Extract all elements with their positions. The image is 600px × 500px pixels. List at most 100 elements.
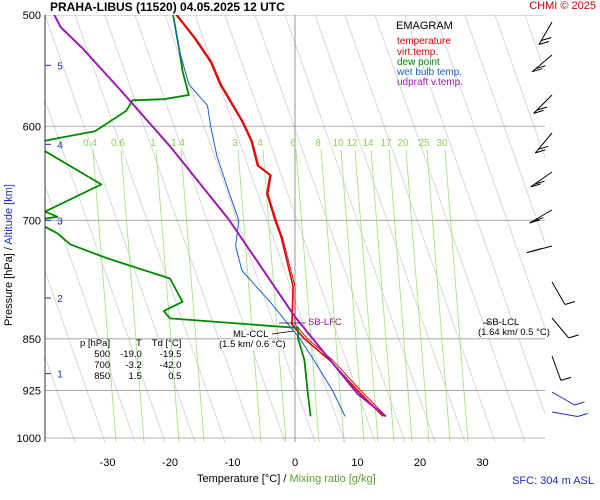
table-cell: -19.0: [120, 349, 142, 360]
tick-layer: 0.4 0.6 1 1.4 3 4 6 8 10 12 14 17 20 25 30500600700850…: [17, 10, 490, 469]
x-axis-label-separator: /: [283, 473, 287, 485]
annotation-sb-lcl-detail: (1.64 km/ 0.5 °C): [478, 327, 550, 338]
legend-updraft-vtemp: udpraft v.temp.: [397, 77, 463, 88]
temperature-tick-label: 20: [414, 457, 426, 469]
wind-barb: [534, 132, 553, 154]
table-header-cell: Td [°C]: [151, 338, 182, 349]
dry-adiabat-line: [254, 15, 406, 442]
annotation-sb-lcl: SB-LCL: [486, 317, 520, 328]
table-header-cell: T: [135, 338, 142, 349]
table-row: 500 -19.0 -19.5: [76, 349, 187, 360]
mixing-ratio-label: 14: [362, 138, 374, 149]
mixing-ratio-line: [320, 149, 345, 442]
y-axis-label-pressure: Pressure [hPa]: [3, 253, 15, 326]
dry-adiabat-line: [45, 15, 196, 442]
wind-barbs: [526, 21, 588, 417]
altitude-tick-label: 3: [57, 216, 63, 227]
mixing-ratio-line: [237, 149, 262, 442]
table-cell: -42.0: [159, 360, 182, 371]
wind-barb: [551, 281, 576, 305]
pressure-tick-label: 850: [23, 334, 41, 346]
levels-table: p [hPa] T Td [°C] 500 -19.0 -19.5 700 -3…: [76, 338, 187, 382]
series-wet-bulb-temp: [172, 15, 346, 417]
table-header-cell: p [hPa]: [80, 338, 111, 349]
mixing-ratio-label: 1.4: [171, 138, 185, 149]
wind-barb: [530, 171, 553, 188]
dry-adiabat-line: [374, 15, 526, 442]
x-axis-label-temperature: Temperature [°C]: [197, 473, 281, 485]
ccl-pointer: [271, 330, 295, 335]
chart-title: PRAHA-LIBUS (11520) 04.05.2025 12 UTC: [50, 0, 285, 14]
wind-barb: [551, 411, 588, 417]
series-temperature: [175, 15, 384, 417]
series-virt-temp: [177, 15, 387, 417]
x-axis-label-mixing-ratio: Mixing ratio [g/kg]: [289, 473, 376, 485]
mixing-ratio-label: 3: [232, 138, 238, 149]
dry-adiabat-line: [45, 269, 106, 442]
y-axis-label-separator: /: [3, 247, 15, 251]
mixing-ratio-label: 4: [257, 138, 263, 149]
wind-barb: [551, 355, 572, 381]
mixing-ratio-label: 0.4: [83, 138, 97, 149]
mixing-ratio-line: [426, 149, 451, 442]
series-layer: [45, 15, 387, 418]
mixing-ratio-line: [92, 149, 117, 442]
annotation-ml-ccl: ML-CCL: [233, 329, 269, 340]
mixing-ratio-label: 1: [150, 138, 156, 149]
legend-wet-bulb: wet bulb temp.: [397, 67, 463, 78]
mixing-ratio-line: [155, 149, 180, 442]
legend-virt-temp: virt.temp.: [397, 47, 439, 58]
altitude-tick-label: 4: [57, 140, 63, 151]
pressure-tick-label: 600: [23, 121, 41, 133]
mixing-ratio-label: 30: [436, 138, 448, 149]
mixing-ratio-line: [262, 149, 287, 442]
table-header-row: p [hPa] T Td [°C]: [76, 338, 187, 349]
wind-barb: [551, 391, 585, 406]
mixing-ratio-line: [388, 149, 413, 442]
wind-barb: [531, 54, 553, 73]
mixing-ratio-line: [354, 149, 379, 442]
pressure-tick-label: 925: [23, 385, 41, 397]
mixing-ratio-lines: [92, 149, 469, 442]
series-dew-point: [45, 15, 312, 417]
table-cell: 1.5: [128, 371, 142, 382]
temperature-tick-label: -30: [100, 457, 116, 469]
mixing-ratio-label: 6: [290, 138, 296, 149]
mixing-ratio-label: 25: [418, 138, 430, 149]
mixing-ratio-label: 12: [346, 138, 358, 149]
x-axis-label: Temperature [°C] / Mixing ratio [g/kg]: [197, 474, 376, 485]
table-row: 700 -3.2 -42.0: [76, 360, 187, 371]
y-axis-label: Pressure [hPa] / Altitude [km]: [2, 0, 16, 500]
wind-barb: [533, 94, 553, 114]
dry-adiabat-line: [404, 15, 545, 415]
pressure-tick-label: 500: [23, 10, 41, 22]
temperature-tick-label: -10: [225, 457, 241, 469]
mixing-ratio-line: [340, 149, 365, 442]
dry-adiabat-line: [314, 15, 466, 442]
table-cell: 0.5: [168, 371, 182, 382]
mixing-ratio-label: 20: [397, 138, 409, 149]
pressure-tick-label: 700: [23, 215, 41, 227]
pressure-tick-label: 1000: [17, 433, 41, 445]
dry-adiabat-line: [74, 15, 226, 442]
dry-adiabat-line: [45, 355, 76, 442]
temperature-tick-label: -20: [162, 457, 178, 469]
temperature-tick-label: 10: [351, 457, 363, 469]
legend-temperature: temperature: [397, 36, 451, 47]
annotation-sb-lfc: SB-LFC: [308, 317, 342, 328]
mixing-ratio-line: [370, 149, 395, 442]
mixing-ratio-line: [180, 149, 205, 442]
mixing-ratio-line: [405, 149, 430, 442]
mixing-ratio-line: [120, 149, 145, 442]
altitude-tick-label: 1: [57, 370, 63, 381]
table-row: 850 1.5 0.5: [76, 371, 187, 382]
mixing-ratio-label: 10: [332, 138, 344, 149]
table-cell: 850: [94, 371, 111, 382]
table-cell: 500: [94, 349, 111, 360]
dry-adiabat-line: [464, 15, 545, 244]
mixing-ratio-line: [295, 149, 320, 442]
table-cell: -19.5: [159, 349, 182, 360]
wind-barb: [526, 245, 553, 254]
dry-adiabat-line: [134, 15, 286, 442]
